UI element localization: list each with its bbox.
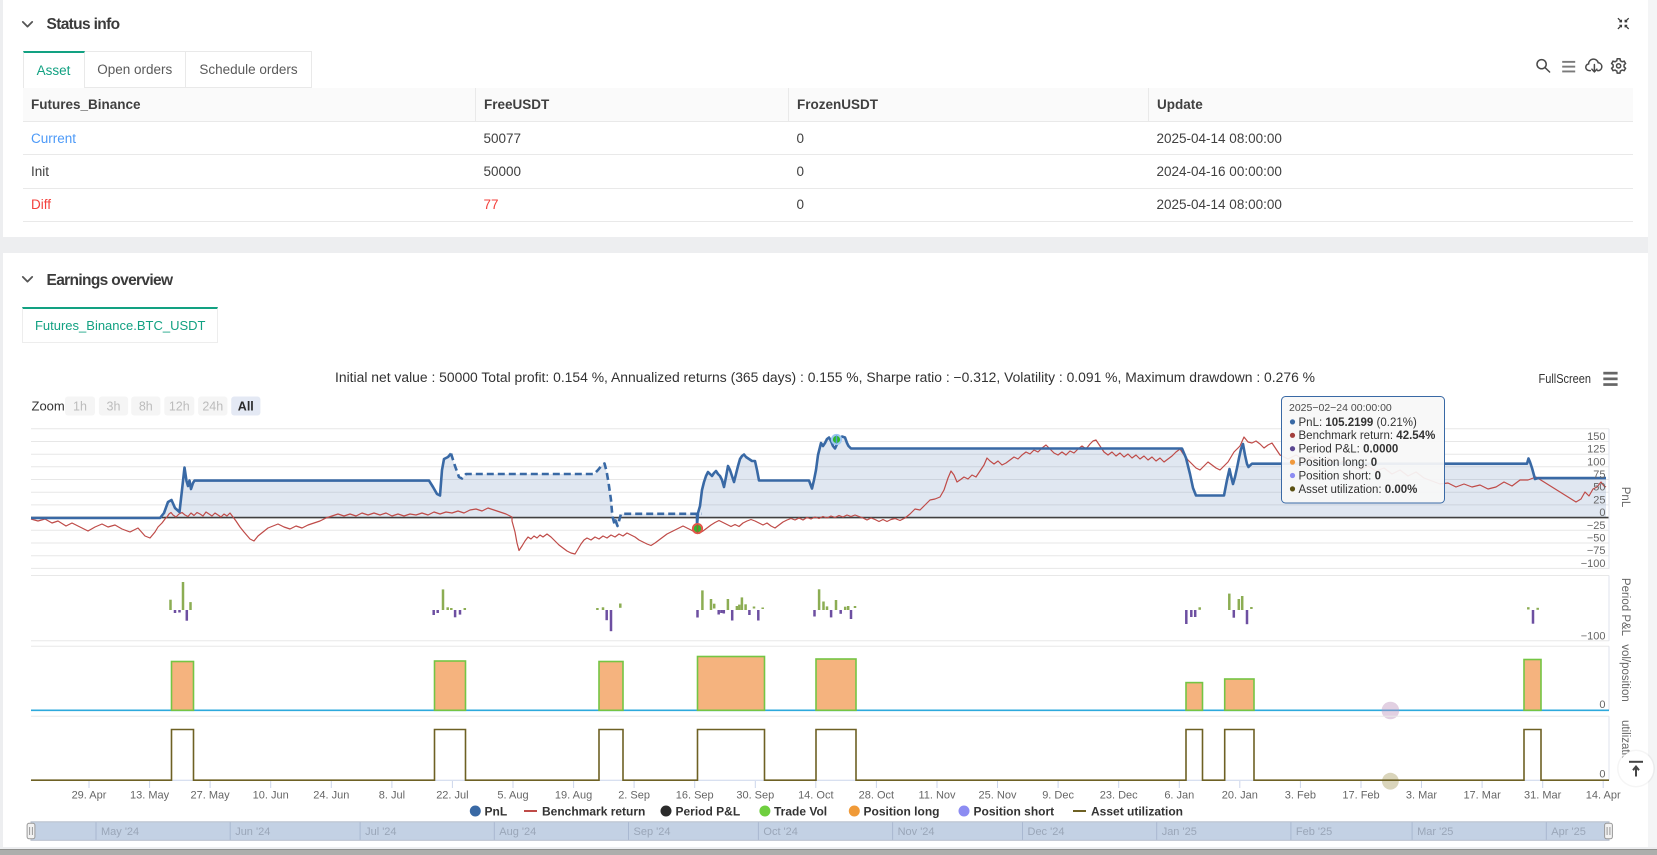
- svg-text:19. Aug: 19. Aug: [555, 790, 592, 802]
- svg-text:30. Sep: 30. Sep: [736, 790, 774, 802]
- svg-text:28. Oct: 28. Oct: [859, 790, 894, 802]
- svg-text:Position long: 0: Position long: 0: [1299, 457, 1378, 469]
- svg-text:Jan '25: Jan '25: [1162, 826, 1197, 838]
- svg-text:16. Sep: 16. Sep: [676, 790, 714, 802]
- svg-text:0: 0: [1599, 769, 1605, 781]
- svg-text:17. Mar: 17. Mar: [1463, 790, 1501, 802]
- svg-text:12h: 12h: [169, 400, 190, 414]
- svg-text:24h: 24h: [202, 400, 223, 414]
- svg-text:9. Dec: 9. Dec: [1042, 790, 1074, 802]
- svg-text:Aug '24: Aug '24: [499, 826, 536, 838]
- svg-text:3. Mar: 3. Mar: [1406, 790, 1438, 802]
- svg-text:−50: −50: [1587, 533, 1606, 545]
- svg-text:0: 0: [1599, 507, 1605, 519]
- svg-text:13. May: 13. May: [130, 790, 170, 802]
- svg-text:Period P&L: Period P&L: [1619, 578, 1631, 637]
- svg-text:6. Jan: 6. Jan: [1164, 790, 1194, 802]
- svg-text:3. Feb: 3. Feb: [1285, 790, 1316, 802]
- svg-text:Trade Vol: Trade Vol: [774, 804, 827, 818]
- svg-text:2. Sep: 2. Sep: [618, 790, 650, 802]
- svg-text:50: 50: [1593, 482, 1605, 494]
- svg-text:25. Nov: 25. Nov: [979, 790, 1017, 802]
- svg-text:Period P&L: 0.0000: Period P&L: 0.0000: [1299, 444, 1399, 456]
- svg-text:10. Jun: 10. Jun: [253, 790, 289, 802]
- svg-text:Oct '24: Oct '24: [763, 826, 798, 838]
- svg-text:PnL: 105.2199 (0.21%): PnL: 105.2199 (0.21%): [1299, 417, 1417, 429]
- svg-text:FullScreen: FullScreen: [1539, 372, 1592, 386]
- svg-text:Asset utilization: 0.00%: Asset utilization: 0.00%: [1299, 484, 1418, 496]
- svg-text:PnL: PnL: [1619, 487, 1631, 508]
- svg-text:2025−02−24 00:00:00: 2025−02−24 00:00:00: [1289, 402, 1392, 414]
- svg-text:Benchmark return: 42.54%: Benchmark return: 42.54%: [1299, 430, 1436, 442]
- svg-text:Position short: Position short: [974, 804, 1055, 818]
- svg-text:29. Apr: 29. Apr: [72, 790, 107, 802]
- svg-text:20. Jan: 20. Jan: [1222, 790, 1258, 802]
- svg-text:Apr '25: Apr '25: [1551, 826, 1586, 838]
- svg-text:0: 0: [1599, 699, 1605, 711]
- svg-text:100: 100: [1587, 456, 1605, 468]
- svg-text:vol/position: vol/position: [1619, 644, 1631, 702]
- svg-text:−100: −100: [1581, 631, 1606, 643]
- svg-text:8. Jul: 8. Jul: [379, 790, 405, 802]
- svg-text:Dec '24: Dec '24: [1028, 826, 1065, 838]
- svg-text:−25: −25: [1587, 520, 1606, 532]
- svg-text:Period P&L: Period P&L: [676, 804, 741, 818]
- svg-text:14. Apr: 14. Apr: [1586, 790, 1621, 802]
- svg-text:Position short: 0: Position short: 0: [1299, 470, 1381, 482]
- svg-text:Sep '24: Sep '24: [634, 826, 671, 838]
- svg-text:3h: 3h: [107, 400, 121, 414]
- svg-text:Feb '25: Feb '25: [1296, 826, 1332, 838]
- svg-text:24. Jun: 24. Jun: [313, 790, 349, 802]
- svg-text:PnL: PnL: [485, 804, 508, 818]
- svg-text:125: 125: [1587, 444, 1605, 456]
- svg-text:May '24: May '24: [101, 826, 139, 838]
- svg-text:14. Oct: 14. Oct: [798, 790, 833, 802]
- svg-text:1h: 1h: [73, 400, 87, 414]
- svg-text:11. Nov: 11. Nov: [918, 790, 956, 802]
- svg-text:17. Feb: 17. Feb: [1342, 790, 1379, 802]
- svg-text:Position long: Position long: [864, 804, 940, 818]
- svg-text:25: 25: [1593, 494, 1605, 506]
- svg-text:Asset utilization: Asset utilization: [1091, 804, 1183, 818]
- svg-text:75: 75: [1593, 469, 1605, 481]
- svg-text:23. Dec: 23. Dec: [1100, 790, 1138, 802]
- svg-text:22. Jul: 22. Jul: [436, 790, 468, 802]
- svg-text:−75: −75: [1587, 545, 1606, 557]
- svg-text:Nov '24: Nov '24: [898, 826, 935, 838]
- svg-text:8h: 8h: [139, 400, 153, 414]
- svg-text:Jun '24: Jun '24: [235, 826, 270, 838]
- svg-text:−100: −100: [1581, 558, 1606, 570]
- svg-text:31. Mar: 31. Mar: [1524, 790, 1562, 802]
- svg-text:Mar '25: Mar '25: [1417, 826, 1453, 838]
- svg-text:Initial net value : 50000 Tota: Initial net value : 50000 Total profit: …: [335, 370, 1315, 385]
- svg-text:Benchmark return: Benchmark return: [542, 804, 645, 818]
- svg-text:27. May: 27. May: [191, 790, 231, 802]
- svg-text:5. Aug: 5. Aug: [497, 790, 528, 802]
- svg-text:150: 150: [1587, 431, 1605, 443]
- svg-text:All: All: [238, 400, 254, 414]
- svg-text:Zoom: Zoom: [32, 399, 65, 414]
- svg-text:Jul '24: Jul '24: [365, 826, 396, 838]
